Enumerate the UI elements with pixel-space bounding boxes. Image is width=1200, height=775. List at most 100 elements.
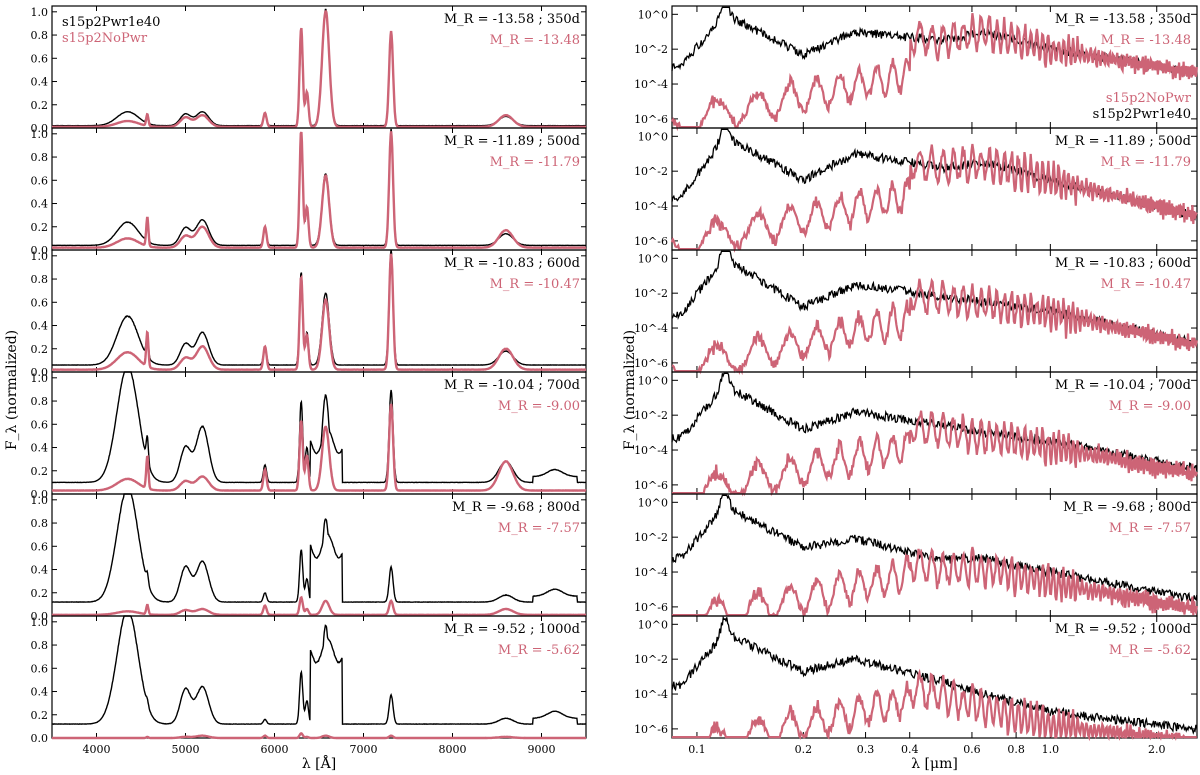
mr-label-nopwr: M_R = -7.57 <box>1109 521 1191 536</box>
y-tick-label: 10^-6 <box>634 723 668 736</box>
uvir-panel-800d: 10^0 10^-2 10^-4 10^-6 M_R = -9.68 ; 800d M_R… <box>634 493 1198 617</box>
y-tick-label: 10^-2 <box>634 653 668 666</box>
y-tick-label: 10^-2 <box>634 287 668 300</box>
spectrum-s15p2NoPwr <box>51 9 587 129</box>
spectrum-s15p2NoPwr <box>672 546 1198 617</box>
x-tick-label: 5000 <box>172 743 200 756</box>
y-tick-label: 10^-4 <box>634 322 668 335</box>
mr-label-pwr: M_R = -9.68 ; 800d <box>452 500 580 515</box>
mr-label-pwr: M_R = -10.83 ; 600d <box>444 256 580 271</box>
y-tick-label: 0.4 <box>31 686 49 699</box>
x-tick-label: 0.4 <box>901 743 919 756</box>
y-tick-label: 10^-4 <box>634 78 668 91</box>
y-tick-label: 10^-4 <box>634 200 668 213</box>
mr-label-nopwr: M_R = -9.00 <box>1109 399 1191 414</box>
x-tick-label: 0.2 <box>795 743 813 756</box>
y-tick-label: 0.8 <box>31 151 49 164</box>
y-tick-label: 10^-6 <box>634 479 668 492</box>
uvir-panel-350d: 10^0 10^-2 10^-4 10^-6 M_R = -13.58 ; 350d M_… <box>634 5 1198 132</box>
legend-right-entry: s15p2NoPwr <box>1106 91 1192 106</box>
panel-frame <box>671 615 1198 739</box>
legend-left-entry: s15p2NoPwr <box>62 31 148 46</box>
mr-label-pwr: M_R = -13.58 ; 350d <box>444 12 580 27</box>
y-tick-label: 10^0 <box>638 374 668 387</box>
spectrum-s15p2NoPwr <box>671 277 1198 376</box>
y-tick-label: 0.0 <box>31 488 49 501</box>
y-tick-label: 1.0 <box>31 494 49 507</box>
mr-label-nopwr: M_R = -10.47 <box>1101 277 1191 292</box>
y-tick-label: 0.2 <box>31 709 49 722</box>
mr-label-nopwr: M_R = -5.62 <box>1109 643 1191 658</box>
x-tick-label: 9000 <box>528 743 556 756</box>
y-tick-label: 0.6 <box>31 296 49 309</box>
x-tick-label: 2.0 <box>1148 743 1166 756</box>
y-tick-label: 0.2 <box>31 221 49 234</box>
y-tick-label: 0.4 <box>31 442 49 455</box>
y-tick-label: 0.0 <box>31 610 49 623</box>
mr-label-nopwr: M_R = -5.62 <box>498 643 580 658</box>
y-tick-label: 1.0 <box>31 250 49 263</box>
mr-label-nopwr: M_R = -9.00 <box>498 399 580 414</box>
y-tick-label: 10^-2 <box>634 409 668 422</box>
x-tick-label: 1.0 <box>1042 743 1060 756</box>
y-tick-label: 0.4 <box>31 564 49 577</box>
y-tick-label: 0.4 <box>31 198 49 211</box>
y-tick-label: 10^-6 <box>634 601 668 614</box>
y-tick-label: 10^-6 <box>634 113 668 126</box>
optical-panel-1000d: 0.0 0.2 0.4 0.6 0.8 1.0 4000 5000 6000 7000 8000 90… <box>31 615 587 756</box>
mr-label-pwr: M_R = -13.58 ; 350d <box>1055 12 1191 27</box>
y-tick-label: 0.8 <box>31 639 49 652</box>
mr-label-nopwr: M_R = -10.47 <box>490 277 580 292</box>
mr-label-nopwr: M_R = -7.57 <box>498 521 580 536</box>
y-tick-label: 10^-4 <box>634 688 668 701</box>
mr-label-pwr: M_R = -10.04 ; 700d <box>1055 378 1191 393</box>
y-tick-label: 10^0 <box>638 8 668 21</box>
y-tick-label: 0.2 <box>31 99 49 112</box>
x-tick-label: 4000 <box>83 743 111 756</box>
mr-label-pwr: M_R = -11.89 ; 500d <box>444 134 580 149</box>
optical-panel-500d: 0.0 0.2 0.4 0.6 0.8 1.0 M_R = -11.89 ; 500d M_R… <box>31 127 587 257</box>
uvir-panel-700d: 10^0 10^-2 10^-4 10^-6 M_R = -10.04 ; 700d M_… <box>634 371 1198 497</box>
spectrum-s15p2Pwr1e40 <box>51 615 587 725</box>
spectrum-s15p2NoPwr <box>671 13 1198 132</box>
optical-panel-800d: 0.0 0.2 0.4 0.6 0.8 1.0 M_R = -9.68 ; 800d M_R … <box>31 493 587 623</box>
mr-label-pwr: M_R = -9.52 ; 1000d <box>1055 622 1191 637</box>
legend-right-entry: s15p2Pwr1e40 <box>1093 107 1191 122</box>
y-tick-label: 0.8 <box>31 273 49 286</box>
x-tick-label: 0.3 <box>857 743 875 756</box>
optical-panel-600d: 0.0 0.2 0.4 0.6 0.8 1.0 M_R = -10.83 ; 600d M_R… <box>31 249 587 379</box>
y-tick-label: 0.6 <box>31 418 49 431</box>
y-tick-label: 1.0 <box>31 6 49 19</box>
spectrum-s15p2NoPwr <box>51 403 587 492</box>
spectrum-s15p2NoPwr <box>670 143 1198 253</box>
y-tick-label: 0.0 <box>31 366 49 379</box>
x-axis-label-right: λ [μm] <box>911 756 958 772</box>
mr-label-pwr: M_R = -10.83 ; 600d <box>1055 256 1191 271</box>
y-tick-label: 0.8 <box>31 29 49 42</box>
spectrum-s15p2NoPwr <box>672 668 1197 742</box>
x-tick-label: 0.6 <box>963 743 981 756</box>
x-tick-label: 0.8 <box>1007 743 1025 756</box>
y-tick-label: 0.6 <box>31 52 49 65</box>
y-tick-label: 0.2 <box>31 343 49 356</box>
x-tick-label: 0.1 <box>688 743 706 756</box>
mr-label-pwr: M_R = -9.52 ; 1000d <box>444 622 580 637</box>
y-tick-label: 10^0 <box>638 496 668 509</box>
spectrum-s15p2NoPwr <box>51 595 586 617</box>
y-tick-label: 0.6 <box>31 540 49 553</box>
x-tick-label: 6000 <box>261 743 289 756</box>
mr-label-nopwr: M_R = -11.79 <box>1101 155 1191 170</box>
y-tick-label: 0.0 <box>31 244 49 257</box>
spectrum-s15p2Pwr1e40 <box>51 493 587 603</box>
y-tick-label: 0.6 <box>31 662 49 675</box>
y-tick-label: 1.0 <box>31 128 49 141</box>
mr-label-pwr: M_R = -10.04 ; 700d <box>444 378 580 393</box>
uvir-panel-1000d: 10^0 10^-2 10^-4 10^-6 0.1 0.2 0.3 0.4 0.6 0.8 1.0… <box>634 615 1198 756</box>
y-tick-label: 10^-4 <box>634 444 668 457</box>
spectrum-s15p2NoPwr <box>52 732 586 740</box>
y-tick-label: 0.0 <box>31 122 49 135</box>
spectrum-s15p2Pwr1e40 <box>51 371 587 484</box>
y-tick-label: 10^0 <box>638 130 668 143</box>
legend-left-entry: s15p2Pwr1e40 <box>62 15 160 30</box>
y-tick-label: 0.8 <box>31 395 49 408</box>
